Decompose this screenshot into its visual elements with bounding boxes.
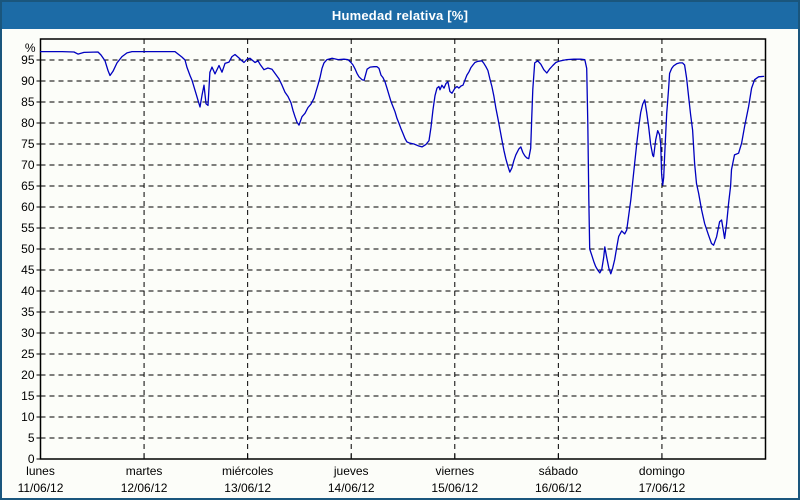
humidity-line [39, 50, 765, 275]
y-tick-label: 20 [21, 368, 35, 382]
y-tick-label: 45 [21, 263, 35, 277]
y-tick-label: 60 [21, 200, 35, 214]
x-day-label: lunes [26, 464, 55, 478]
y-tick-label: 75 [21, 137, 35, 151]
y-tick-label: 55 [21, 221, 35, 235]
y-tick-label: 50 [21, 242, 35, 256]
x-date-label: 12/06/12 [121, 481, 168, 495]
y-tick-label: 90 [21, 74, 35, 88]
x-date-label: 14/06/12 [328, 481, 375, 495]
x-date-label: 16/06/12 [535, 481, 582, 495]
y-tick-label: 85 [21, 95, 35, 109]
y-tick-label: 40 [21, 284, 35, 298]
x-day-label: domingo [639, 464, 685, 478]
x-day-label: jueves [333, 464, 369, 478]
humidity-chart: 0 5 10 15 20 25 30 35 40 45 50 55 60 65 70 75 80 85 90 95% l… [2, 29, 798, 498]
x-date-label: 13/06/12 [224, 481, 271, 495]
y-tick-label: 5 [28, 431, 35, 445]
y-tick-label: 25 [21, 347, 35, 361]
y-tick-label: 95 [21, 53, 35, 67]
y-tick-label: 35 [21, 305, 35, 319]
x-day-label: miércoles [222, 464, 273, 478]
y-tick-label: 30 [21, 326, 35, 340]
x-day-label: martes [126, 464, 163, 478]
chart-title-bar: Humedad relativa [%] [2, 2, 798, 29]
y-tick-label: 70 [21, 158, 35, 172]
x-day-label: sábado [539, 464, 579, 478]
y-tick-label: 10 [21, 410, 35, 424]
chart-svg: 0 5 10 15 20 25 30 35 40 45 50 55 60 65 70 75 80 85 90 95% l… [18, 38, 767, 495]
y-tick-label: 0 [28, 452, 35, 466]
y-tick-label: 65 [21, 179, 35, 193]
y-tick-label: 80 [21, 116, 35, 130]
x-date-label: 17/06/12 [639, 481, 686, 495]
y-tick-label: 15 [21, 389, 35, 403]
y-axis-unit-label: % [25, 41, 36, 55]
x-day-label: viernes [435, 464, 474, 478]
x-date-label: 11/06/12 [18, 481, 64, 495]
chart-title: Humedad relativa [%] [331, 8, 469, 23]
x-date-label: 15/06/12 [431, 481, 478, 495]
